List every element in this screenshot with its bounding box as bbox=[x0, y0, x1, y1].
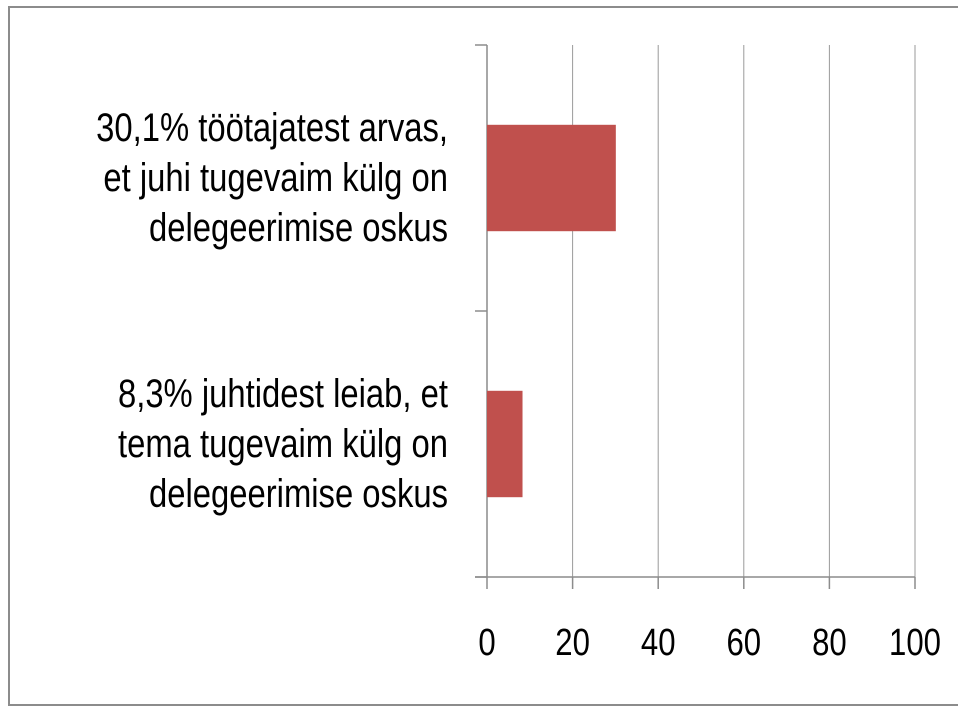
y-tick-label: 8,3% juhtidest leiab, et tema tugevaim k… bbox=[117, 372, 448, 516]
x-tick-label: 40 bbox=[641, 622, 676, 664]
x-tick-label: 20 bbox=[555, 622, 590, 664]
bar bbox=[487, 390, 523, 498]
y-tick-label: 30,1% töötajatest arvas, et juhi tugevai… bbox=[96, 106, 448, 250]
x-tick-label: 100 bbox=[889, 622, 941, 664]
x-tick-label: 0 bbox=[478, 622, 495, 664]
chart: 0 20 40 60 80 100 bbox=[475, 44, 941, 664]
x-tick-label: 80 bbox=[812, 622, 847, 664]
x-tick-label: 60 bbox=[726, 622, 761, 664]
bar bbox=[487, 124, 616, 232]
